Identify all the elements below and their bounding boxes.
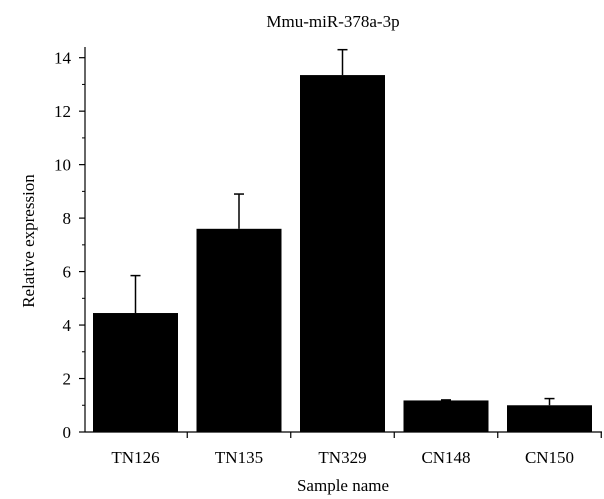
x-tick-label: CN148 [421, 448, 470, 467]
x-tick-label: TN126 [111, 448, 159, 467]
x-tick-label: TN135 [215, 448, 263, 467]
plot-area: 0 2 4 6 8 10 12 14 TN126 TN135 TN329 CN148 CN150 [54, 47, 602, 467]
chart-title: Mmu-miR-378a-3p [266, 12, 399, 31]
bar-cn150 [507, 405, 592, 432]
bar-tn126 [93, 313, 178, 432]
y-axis-title: Relative expression [19, 174, 38, 308]
x-tick-label: TN329 [318, 448, 366, 467]
x-axis-title: Sample name [297, 476, 389, 495]
bar-tn329 [300, 75, 385, 433]
y-tick-label: 2 [63, 370, 72, 389]
y-tick-label: 8 [63, 209, 72, 228]
y-tick-label: 14 [54, 49, 72, 68]
y-tick-label: 12 [54, 102, 71, 121]
y-tick-label: 6 [63, 263, 72, 282]
y-tick-label: 10 [54, 156, 71, 175]
x-tick-label: CN150 [525, 448, 574, 467]
bar-cn148 [403, 400, 489, 432]
y-tick-label: 0 [63, 423, 72, 442]
y-tick-label: 4 [63, 316, 72, 335]
bar-tn135 [196, 228, 282, 432]
